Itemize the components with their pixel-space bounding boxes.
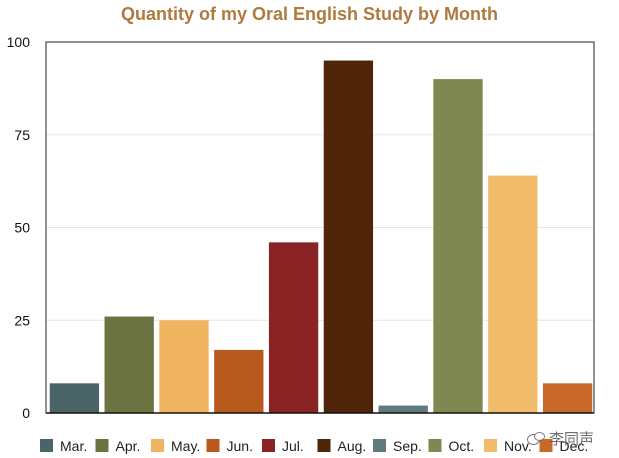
legend-label: Dec.: [560, 438, 589, 454]
bar-jun: [214, 349, 264, 413]
legend-swatch: [262, 439, 275, 452]
legend-label: Jul.: [282, 438, 304, 454]
bar-aug: [323, 60, 374, 414]
legend-swatch: [95, 439, 109, 452]
y-tick-label: 100: [7, 34, 31, 50]
y-tick-label: 0: [22, 405, 30, 421]
y-tick-label: 50: [14, 220, 30, 236]
bar-mar: [49, 383, 100, 413]
legend-label: Mar.: [60, 438, 87, 454]
legend-label: Oct.: [449, 438, 475, 454]
legend-swatch: [428, 439, 442, 452]
y-tick-label: 75: [14, 127, 30, 143]
wechat-icon: [527, 431, 545, 446]
y-tick-label: 25: [14, 312, 30, 328]
bar-sep: [378, 405, 428, 413]
legend-swatch: [539, 439, 553, 452]
bar-nov: [488, 175, 538, 413]
legend-swatch: [40, 439, 53, 452]
legend-swatch: [151, 439, 164, 452]
bars: [49, 60, 593, 414]
bar-oct: [433, 79, 483, 413]
legend-swatch: [484, 439, 497, 452]
bar-apr: [104, 316, 154, 413]
legend-label: Jun.: [227, 438, 253, 454]
bar-dec: [542, 383, 593, 413]
bar-jul: [268, 242, 319, 413]
legend-label: Apr.: [116, 438, 141, 454]
axes: 0 25 50 75 100: [7, 34, 595, 421]
legend-label: Aug.: [338, 438, 367, 454]
legend: Mar. Apr. May. Jun. Jul. Aug. Sep. Oct. Nov. Dec.: [40, 438, 588, 454]
legend-swatch: [317, 439, 331, 452]
legend-label: Sep.: [393, 438, 422, 454]
legend-swatch: [206, 439, 220, 452]
legend-label: May.: [171, 438, 200, 454]
chart-title: Quantity of my Oral English Study by Mon…: [120, 4, 498, 24]
watermark: 李同声: [527, 428, 594, 449]
legend-label: Nov.: [504, 438, 532, 454]
watermark-text: 李同声: [549, 430, 595, 448]
bar-may: [159, 320, 209, 413]
legend-swatch: [373, 439, 386, 452]
